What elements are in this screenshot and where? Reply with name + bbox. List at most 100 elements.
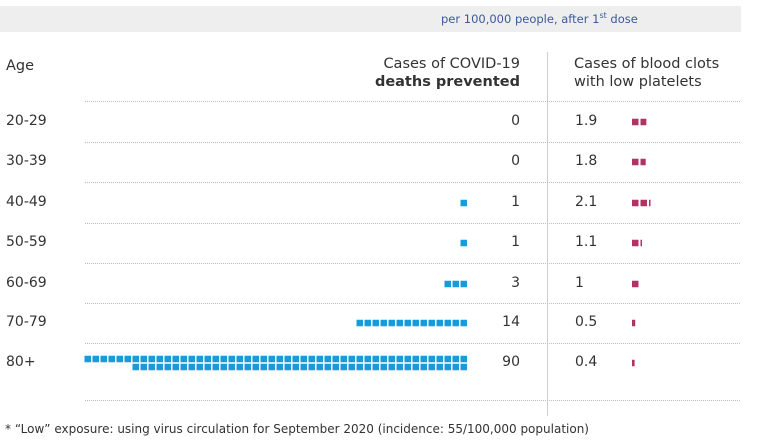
death-prevented-square — [436, 355, 443, 363]
blood-clot-square — [640, 158, 646, 166]
death-prevented-square — [460, 239, 467, 247]
deaths-value-label: 3 — [511, 275, 520, 291]
death-prevented-square — [116, 355, 123, 363]
death-prevented-square — [292, 355, 299, 363]
death-prevented-square — [156, 363, 163, 371]
death-prevented-square — [172, 363, 179, 371]
death-prevented-square — [364, 355, 371, 363]
death-prevented-square — [372, 363, 379, 371]
death-prevented-square — [132, 355, 139, 363]
deaths-value-label: 1 — [511, 194, 520, 210]
deaths-value-label: 14 — [502, 314, 520, 330]
row-separator — [85, 343, 740, 344]
death-prevented-square — [396, 355, 403, 363]
death-prevented-square — [204, 355, 211, 363]
death-prevented-square — [300, 355, 307, 363]
death-prevented-square — [340, 355, 347, 363]
row-separator — [85, 303, 740, 304]
subtitle: per 100,000 people, after 1st dose — [441, 11, 638, 26]
blood-clot-square — [632, 319, 636, 327]
age-label: 40-49 — [6, 194, 47, 210]
death-prevented-square — [292, 363, 299, 371]
death-prevented-square — [284, 355, 291, 363]
death-prevented-square — [420, 319, 427, 327]
age-label: 60-69 — [6, 275, 47, 291]
deaths-header-line2: deaths prevented — [374, 74, 520, 90]
deaths-column-header: Cases of COVID-19 deaths prevented — [300, 55, 520, 91]
death-prevented-square — [444, 355, 451, 363]
death-prevented-square — [364, 319, 371, 327]
death-prevented-square — [356, 363, 363, 371]
row-separator — [85, 101, 740, 102]
death-prevented-square — [428, 363, 435, 371]
death-prevented-square — [444, 363, 451, 371]
death-prevented-square — [452, 319, 459, 327]
death-prevented-square — [92, 355, 99, 363]
death-prevented-square — [204, 363, 211, 371]
death-prevented-square — [460, 280, 467, 288]
death-prevented-square — [380, 319, 387, 327]
age-label: 80+ — [6, 354, 36, 370]
death-prevented-square — [452, 355, 459, 363]
death-prevented-square — [252, 363, 259, 371]
row-separator — [85, 263, 740, 264]
blood-clot-square — [632, 359, 635, 367]
death-prevented-square — [436, 363, 443, 371]
clots-value-label: 1.1 — [575, 234, 598, 250]
blood-clot-square — [640, 199, 647, 207]
death-prevented-square — [372, 355, 379, 363]
row-separator — [85, 182, 740, 183]
death-prevented-square — [428, 319, 435, 327]
death-prevented-square — [284, 363, 291, 371]
blood-clot-square — [632, 199, 639, 207]
blood-clot-square — [640, 118, 647, 126]
death-prevented-square — [220, 363, 227, 371]
age-label: 30-39 — [6, 153, 47, 169]
death-prevented-square — [244, 355, 251, 363]
death-prevented-square — [228, 355, 235, 363]
death-prevented-square — [396, 319, 403, 327]
death-prevented-square — [140, 363, 147, 371]
blood-clot-square — [632, 158, 639, 166]
death-prevented-square — [340, 363, 347, 371]
clots-header-line1: Cases of blood clots — [574, 56, 720, 72]
death-prevented-square — [180, 363, 187, 371]
clots-value-label: 1 — [575, 275, 584, 291]
death-prevented-square — [316, 363, 323, 371]
death-prevented-square — [348, 355, 355, 363]
death-prevented-square — [132, 363, 139, 371]
column-divider — [547, 52, 548, 416]
clots-value-label: 0.5 — [575, 314, 598, 330]
deaths-value-label: 90 — [502, 354, 520, 370]
death-prevented-square — [332, 363, 339, 371]
death-prevented-square — [388, 319, 395, 327]
death-prevented-square — [452, 363, 459, 371]
death-prevented-square — [332, 355, 339, 363]
death-prevented-square — [388, 363, 395, 371]
death-prevented-square — [372, 319, 379, 327]
death-prevented-square — [300, 363, 307, 371]
death-prevented-square — [244, 363, 251, 371]
blood-clot-square — [632, 280, 639, 288]
death-prevented-square — [108, 355, 115, 363]
death-prevented-square — [364, 363, 371, 371]
death-prevented-square — [172, 355, 179, 363]
death-prevented-square — [188, 355, 195, 363]
death-prevented-square — [196, 363, 203, 371]
death-prevented-square — [140, 355, 147, 363]
deaths-value-label: 0 — [511, 113, 520, 129]
blood-clot-square — [649, 199, 651, 207]
death-prevented-square — [356, 355, 363, 363]
death-prevented-square — [148, 355, 155, 363]
death-prevented-square — [444, 280, 451, 288]
death-prevented-square — [188, 363, 195, 371]
age-label: 50-59 — [6, 234, 47, 250]
death-prevented-square — [380, 363, 387, 371]
death-prevented-square — [100, 355, 107, 363]
death-prevented-square — [268, 363, 275, 371]
clots-value-label: 2.1 — [575, 194, 598, 210]
death-prevented-square — [428, 355, 435, 363]
blood-clot-square — [632, 118, 639, 126]
death-prevented-square — [460, 199, 467, 207]
